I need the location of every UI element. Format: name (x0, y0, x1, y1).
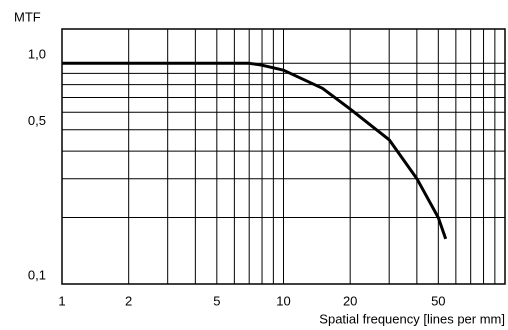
x-tick-label: 1 (58, 293, 65, 308)
x-tick-label: 2 (125, 293, 132, 308)
x-tick-label: 20 (343, 293, 357, 308)
x-tick-label: 10 (276, 293, 290, 308)
x-axis-title: Spatial frequency [lines per mm] (319, 311, 505, 326)
y-tick-label: 1,0 (28, 47, 46, 62)
x-tick-label: 50 (431, 293, 445, 308)
curve (62, 61, 448, 240)
y-axis-title: MTF (14, 9, 41, 24)
y-tick-label: 0,1 (28, 267, 46, 282)
x-tick-label: 5 (213, 293, 220, 308)
plot-frame (61, 28, 506, 285)
y-tick-label: 0,5 (28, 113, 46, 128)
